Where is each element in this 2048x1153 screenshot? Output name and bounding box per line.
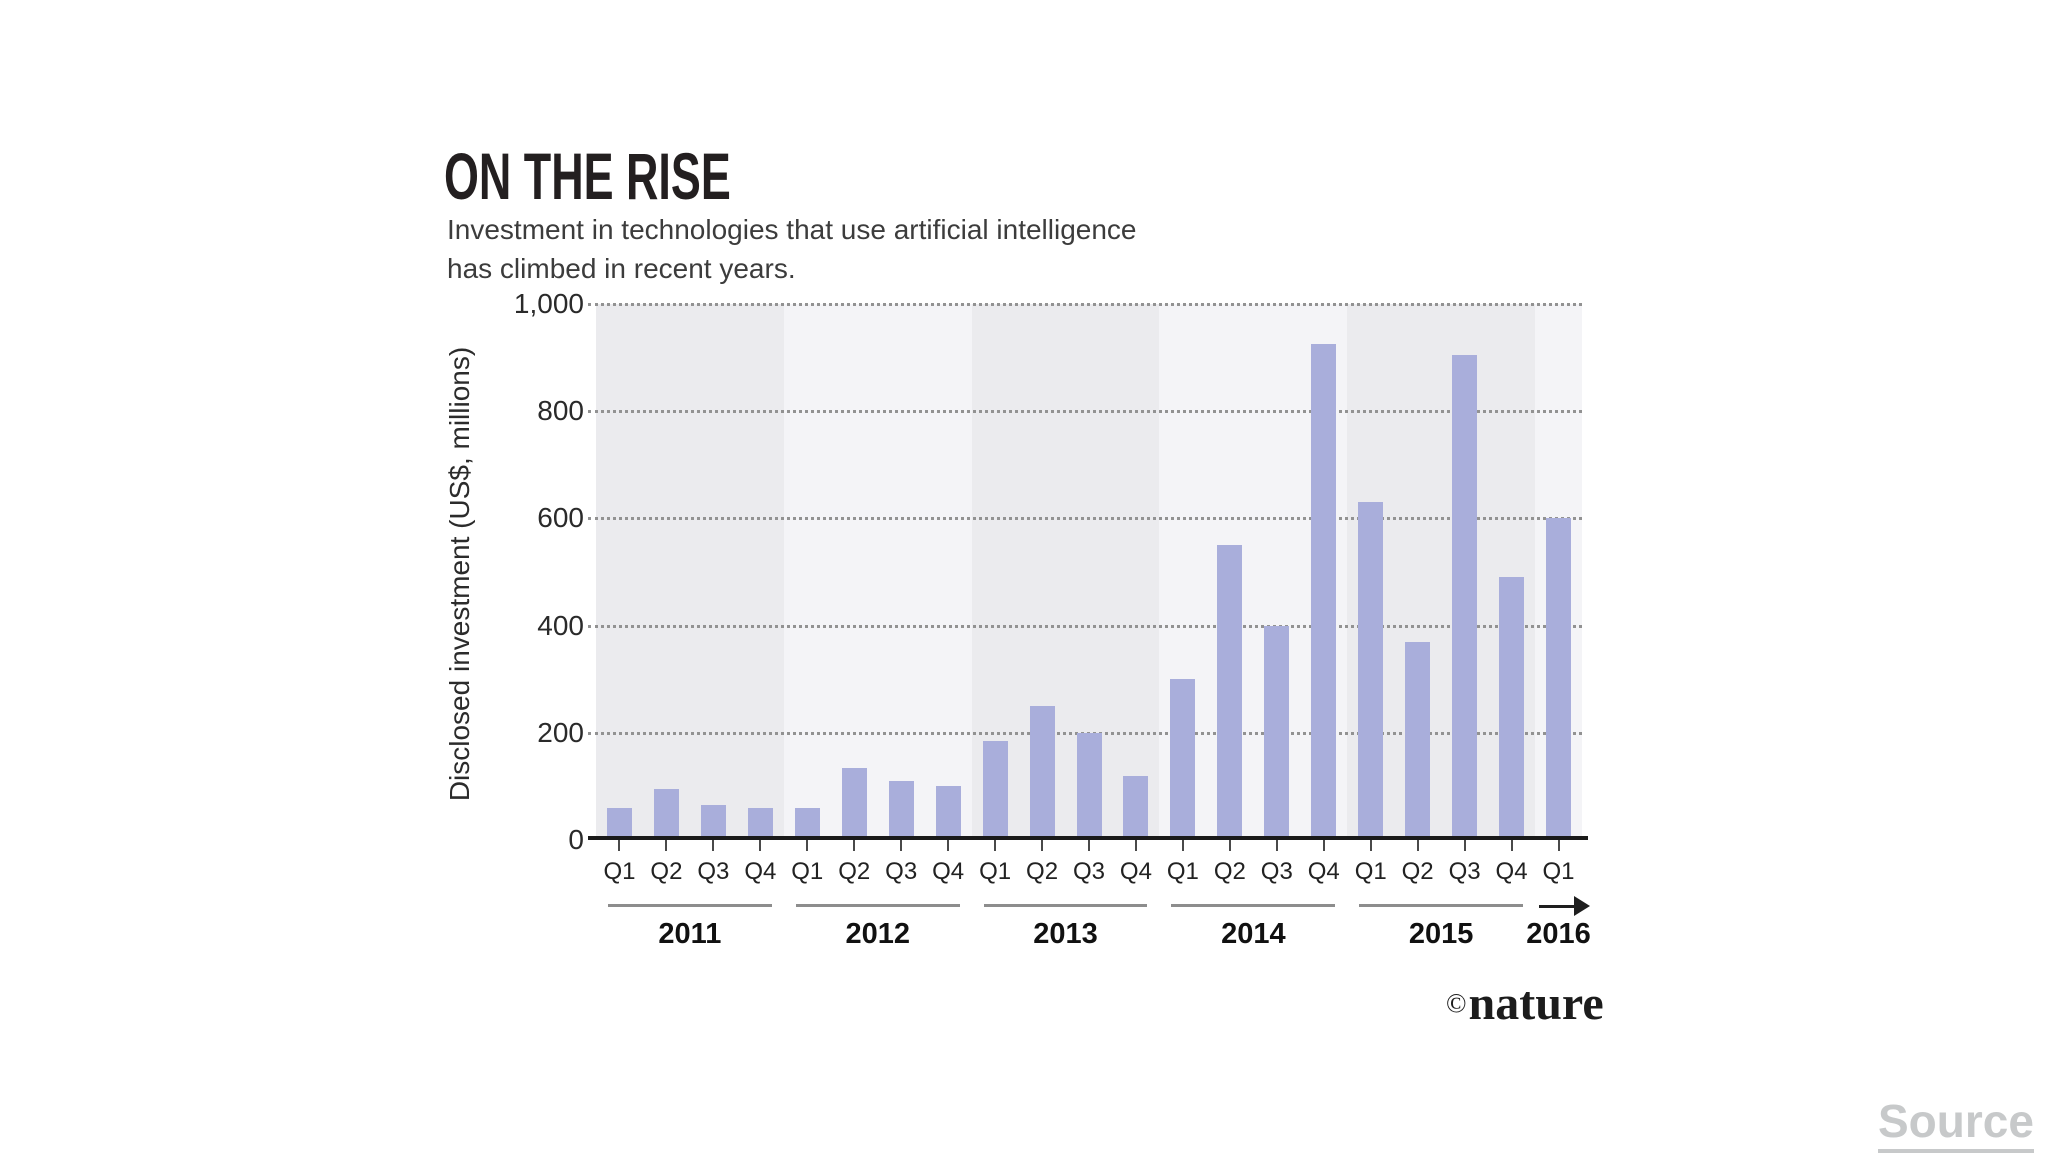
bar-2014-Q4 (1311, 344, 1337, 840)
year-line-2014 (1171, 904, 1336, 907)
y-tick-label-400: 400 (537, 609, 584, 641)
x-tick-label-2012-Q4: Q4 (932, 858, 965, 885)
x-tick-label-2011-Q2: Q2 (650, 858, 683, 885)
chart-subtitle-line1: Investment in technologies that use arti… (447, 214, 1137, 245)
year-line-2011 (608, 904, 772, 907)
x-tick-label-2013-Q1: Q1 (979, 858, 1012, 885)
year-arrow-2016 (1539, 905, 1576, 908)
x-tick-2012-Q4 (947, 840, 950, 851)
year-label-2015: 2015 (1408, 918, 1474, 950)
x-tick-label-2015-Q3: Q3 (1448, 858, 1481, 885)
x-tick-label-2013-Q2: Q2 (1026, 858, 1059, 885)
x-tick-2012-Q3 (900, 840, 903, 851)
chart-subtitle: Investment in technologies that use arti… (447, 210, 1137, 288)
x-tick-label-2012-Q1: Q1 (791, 858, 824, 885)
nature-credit: ©nature (1446, 976, 1604, 1031)
bar-2015-Q2 (1405, 641, 1431, 840)
x-tick-label-2014-Q1: Q1 (1166, 858, 1199, 885)
bar-2013-Q4 (1123, 775, 1149, 840)
year-label-2011: 2011 (658, 918, 722, 950)
y-tick-label-0: 0 (568, 824, 584, 855)
x-tick-label-2013-Q4: Q4 (1119, 858, 1152, 885)
year-line-2013 (983, 904, 1148, 907)
x-tick-2013-Q1 (994, 840, 997, 851)
bar-2013-Q2 (1029, 706, 1055, 840)
bar-2012-Q4 (935, 786, 961, 840)
x-tick-2016-Q1 (1557, 840, 1560, 851)
copyright-icon: © (1446, 988, 1469, 1018)
x-tick-2015-Q3 (1463, 840, 1466, 851)
bar-2015-Q1 (1358, 502, 1384, 840)
chart-subtitle-line2: has climbed in recent years. (447, 253, 796, 284)
x-tick-label-2015-Q2: Q2 (1401, 858, 1434, 885)
year-arrow-head-icon (1574, 896, 1590, 916)
bar-2012-Q1 (794, 807, 820, 840)
gridline-400 (588, 624, 1582, 628)
year-line-2012 (795, 904, 960, 907)
bar-2014-Q2 (1217, 545, 1243, 840)
bar-2016-Q1 (1546, 518, 1572, 840)
bar-2011-Q2 (653, 789, 679, 840)
year-line-2015 (1359, 904, 1524, 907)
source-link[interactable]: Source (1878, 1094, 2034, 1153)
year-band-2011 (596, 304, 784, 840)
nature-logo: nature (1468, 977, 1604, 1030)
year-label-2012: 2012 (845, 918, 910, 950)
x-tick-2011-Q3 (712, 840, 715, 851)
gridline-800 (588, 410, 1582, 414)
x-tick-label-2012-Q2: Q2 (838, 858, 871, 885)
x-tick-2011-Q2 (665, 840, 668, 851)
bar-2014-Q3 (1264, 625, 1290, 840)
x-axis-line (588, 836, 1588, 840)
x-tick-label-2011-Q3: Q3 (697, 858, 730, 885)
x-tick-2014-Q4 (1322, 840, 1325, 851)
x-tick-label-2016-Q1: Q1 (1542, 858, 1575, 885)
plot-area (588, 303, 1582, 840)
year-band-2012 (783, 304, 972, 840)
x-tick-2013-Q4 (1134, 840, 1137, 851)
bar-2015-Q3 (1452, 354, 1478, 840)
chart-title: ON THE RISE (444, 139, 731, 213)
x-tick-2014-Q3 (1275, 840, 1278, 851)
x-tick-2015-Q2 (1416, 840, 1419, 851)
bar-2015-Q4 (1499, 577, 1525, 840)
x-tick-2012-Q2 (853, 840, 856, 851)
gridline-1000 (588, 303, 1582, 306)
bar-2012-Q2 (841, 767, 867, 840)
x-tick-2012-Q1 (806, 840, 809, 851)
x-tick-2013-Q3 (1088, 840, 1090, 851)
x-tick-label-2013-Q3: Q3 (1072, 858, 1105, 885)
bar-2012-Q3 (888, 781, 914, 840)
bar-2011-Q3 (700, 805, 726, 840)
x-tick-label-2012-Q3: Q3 (885, 858, 918, 885)
x-tick-label-2014-Q2: Q2 (1213, 858, 1246, 885)
x-tick-label-2014-Q3: Q3 (1260, 858, 1293, 885)
x-tick-2014-Q1 (1181, 840, 1184, 851)
x-tick-2011-Q4 (759, 840, 762, 851)
x-tick-label-2011-Q1: Q1 (603, 858, 636, 885)
y-tick-label-800: 800 (537, 395, 584, 427)
y-tick-label-1000: 1,000 (513, 288, 584, 319)
x-tick-label-2011-Q4: Q4 (744, 858, 777, 885)
x-tick-2014-Q2 (1228, 840, 1231, 851)
y-tick-label-200: 200 (537, 716, 584, 748)
gridline-600 (588, 517, 1582, 521)
x-tick-2011-Q1 (618, 840, 621, 851)
x-tick-2015-Q1 (1369, 840, 1372, 851)
bar-2011-Q4 (747, 807, 773, 840)
x-tick-label-2014-Q4: Q4 (1307, 858, 1340, 885)
bar-2014-Q1 (1170, 679, 1196, 840)
x-tick-label-2015-Q4: Q4 (1495, 858, 1528, 885)
year-label-2013: 2013 (1033, 918, 1098, 950)
year-label-2016: 2016 (1526, 918, 1591, 950)
y-tick-label-600: 600 (537, 502, 584, 534)
bar-2013-Q3 (1076, 732, 1102, 840)
x-tick-label-2015-Q1: Q1 (1354, 858, 1387, 885)
year-label-2014: 2014 (1221, 918, 1286, 950)
x-tick-2015-Q4 (1510, 840, 1513, 851)
bar-2013-Q1 (982, 740, 1008, 840)
x-tick-2013-Q2 (1041, 840, 1044, 851)
bar-2011-Q1 (606, 807, 632, 840)
